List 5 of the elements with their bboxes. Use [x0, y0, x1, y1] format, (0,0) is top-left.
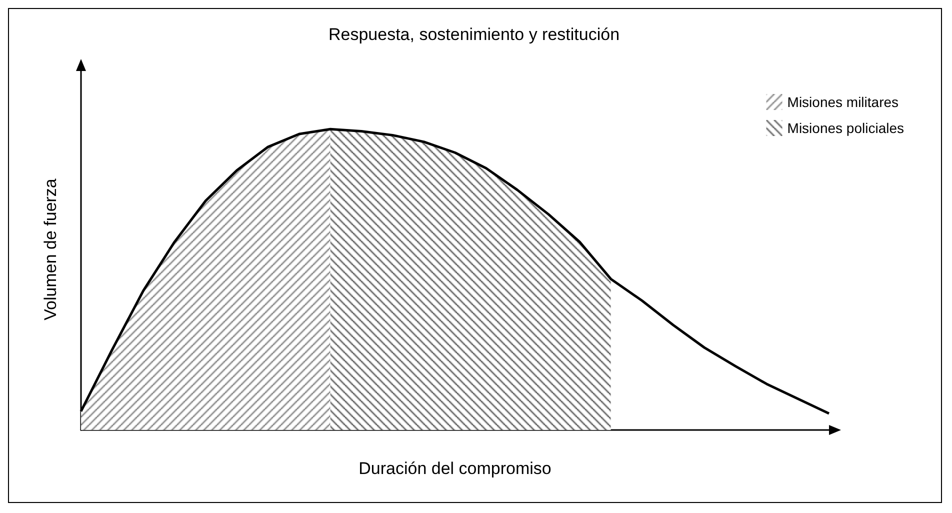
x-axis-title: Duración del compromiso: [358, 459, 552, 478]
legend-label: Misiones militares: [787, 94, 899, 110]
chart-title: Respuesta, sostenimiento y restitución: [328, 25, 620, 44]
y-axis-title: Volumen de fuerza: [41, 178, 60, 320]
legend-label: Misiones policiales: [787, 120, 904, 136]
